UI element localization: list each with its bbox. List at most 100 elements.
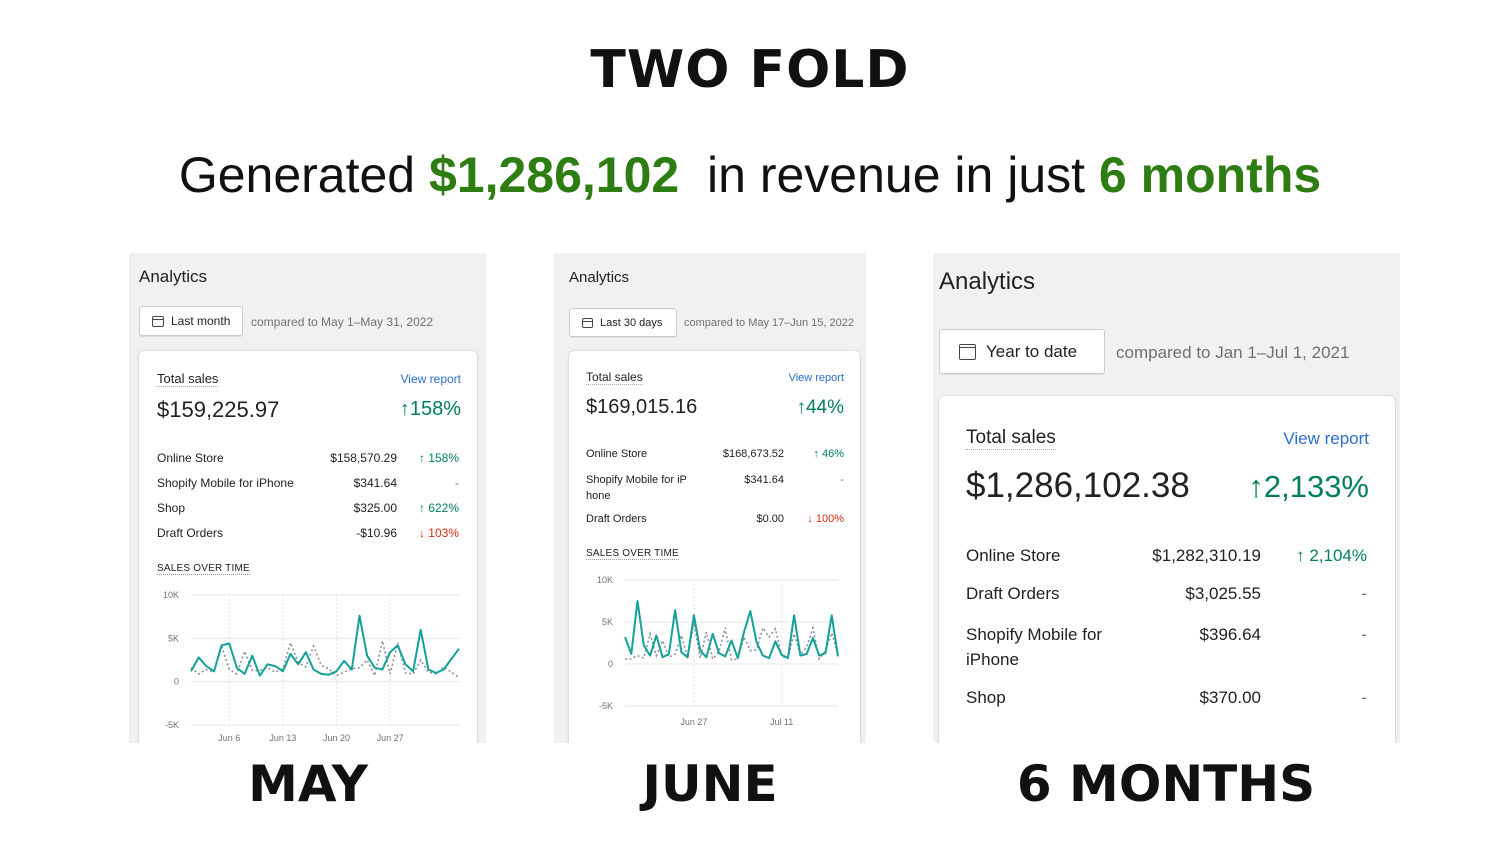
x-tick-label: Jun 27 bbox=[680, 717, 707, 727]
channel-change: ↑ 46% bbox=[813, 448, 844, 460]
y-tick-label: 10K bbox=[163, 590, 179, 600]
channel-name: Shopify Mobile for iP hone bbox=[586, 472, 687, 504]
channel-name: Draft Orders bbox=[157, 526, 224, 540]
y-tick-label: -5K bbox=[599, 701, 613, 711]
total-sales-label: Total sales bbox=[586, 370, 643, 385]
channel-amount: $1,282,310.19 bbox=[1152, 546, 1261, 565]
x-tick-label: Jul 11 bbox=[770, 717, 793, 727]
sales-over-time-chart: 10K 5K 0 -5K Jun 6 Jun 13 Jun 20 Jun 27 bbox=[163, 590, 460, 743]
panel-title: Analytics bbox=[139, 267, 208, 286]
compared-text: compared to Jan 1–Jul 1, 2021 bbox=[1116, 343, 1350, 362]
channel-amount: $370.00 bbox=[1199, 688, 1261, 707]
calendar-icon bbox=[959, 343, 976, 360]
caption-6-months: 6 MONTHS bbox=[1016, 755, 1316, 813]
date-range-button[interactable]: Year to date bbox=[939, 329, 1105, 374]
total-sales-change: ↑44% bbox=[796, 397, 844, 418]
x-tick-label: Jun 6 bbox=[218, 733, 240, 743]
channel-name-line-1: Shopify Mobile for iP bbox=[586, 474, 687, 486]
x-tick-label: Jun 20 bbox=[323, 733, 350, 743]
total-sales-card: Total sales View report $169,015.16 ↑44%… bbox=[569, 351, 860, 743]
channel-name: Shopify Mobile for iPhone bbox=[157, 476, 294, 490]
date-range-label: Last 30 days bbox=[600, 316, 663, 329]
channel-change: ↑ 622% bbox=[418, 501, 459, 515]
channel-change: - bbox=[455, 476, 459, 490]
channel-change: - bbox=[1361, 625, 1367, 644]
analytics-panel-6-months: Analytics Year to date compared to Jan 1… bbox=[933, 253, 1400, 743]
channel-name: Online Store bbox=[586, 448, 648, 460]
date-range-label: Year to date bbox=[986, 341, 1078, 361]
y-tick-label: 5K bbox=[168, 633, 179, 643]
channel-name: Shopify Mobile for iPhone bbox=[966, 622, 1102, 672]
revenue-period: 6 months bbox=[1098, 147, 1322, 203]
channel-amount: $158,570.29 bbox=[330, 451, 397, 465]
sales-over-time-label: SALES OVER TIME bbox=[157, 563, 250, 575]
analytics-panel-june: Analytics Last 30 days compared to May 1… bbox=[554, 253, 866, 743]
channel-amount: $341.64 bbox=[744, 474, 784, 486]
channel-amount: $0.00 bbox=[756, 513, 784, 525]
x-tick-label: Jun 13 bbox=[269, 733, 296, 743]
view-report-link[interactable]: View report bbox=[788, 372, 844, 384]
sales-over-time-label: SALES OVER TIME bbox=[586, 548, 679, 560]
previous-period-line bbox=[190, 640, 460, 679]
previous-period-line bbox=[625, 622, 839, 661]
channel-name: Online Store bbox=[966, 546, 1061, 565]
y-tick-label: 0 bbox=[174, 677, 179, 687]
caption-june: JUNE bbox=[642, 755, 778, 813]
channel-name: Online Store bbox=[157, 451, 224, 465]
channel-change: - bbox=[1361, 688, 1367, 707]
subline-pre: Generated bbox=[178, 147, 429, 203]
date-range-button[interactable]: Last month bbox=[139, 306, 243, 336]
channel-change: ↓ 100% bbox=[807, 513, 844, 525]
y-tick-label: 0 bbox=[608, 659, 613, 669]
y-tick-label: -5K bbox=[165, 720, 179, 730]
total-sales-card: Total sales View report $159,225.97 ↑158… bbox=[139, 351, 477, 743]
channel-change: - bbox=[1361, 584, 1367, 603]
calendar-icon bbox=[582, 317, 593, 328]
channel-change: ↑ 158% bbox=[418, 451, 459, 465]
total-sales-value: $169,015.16 bbox=[586, 396, 698, 418]
x-tick-label: Jun 27 bbox=[377, 733, 404, 743]
total-sales-label: Total sales bbox=[966, 427, 1056, 450]
channel-amount: -$10.96 bbox=[356, 526, 397, 540]
subline-mid: in revenue in just bbox=[679, 147, 1099, 203]
channel-amount: $168,673.52 bbox=[722, 448, 784, 460]
channel-amount: $325.00 bbox=[353, 501, 397, 515]
total-sales-label: Total sales bbox=[157, 371, 219, 387]
channel-name-line-1: Shopify Mobile for bbox=[966, 625, 1103, 644]
total-sales-card: Total sales View report $1,286,102.38 ↑2… bbox=[939, 396, 1395, 743]
channel-name-line-2: hone bbox=[586, 490, 611, 502]
channel-name: Draft Orders bbox=[586, 513, 647, 525]
total-sales-value: $1,286,102.38 bbox=[966, 466, 1190, 505]
current-period-line bbox=[624, 600, 839, 660]
channel-change: ↑ 2,104% bbox=[1296, 546, 1367, 565]
channel-name: Shop bbox=[157, 501, 186, 515]
channel-amount: $341.64 bbox=[353, 476, 397, 490]
revenue-amount: $1,286,102 bbox=[428, 147, 680, 203]
channel-change: - bbox=[840, 474, 844, 486]
current-period-line bbox=[190, 614, 460, 677]
date-range-button[interactable]: Last 30 days bbox=[569, 308, 677, 337]
calendar-icon bbox=[152, 315, 164, 327]
channel-name-line-2: iPhone bbox=[966, 650, 1019, 669]
total-sales-change: ↑158% bbox=[399, 398, 461, 420]
sales-over-time-chart: 10K 5K 0 -5K Jun 27 Jul 11 bbox=[597, 575, 839, 727]
y-tick-label: 10K bbox=[597, 575, 613, 585]
y-tick-label: 5K bbox=[602, 617, 613, 627]
channel-change: ↓ 103% bbox=[418, 526, 459, 540]
channel-amount: $396.64 bbox=[1199, 625, 1261, 644]
total-sales-change: ↑2,133% bbox=[1248, 469, 1369, 504]
compared-text: compared to May 17–Jun 15, 2022 bbox=[684, 317, 855, 329]
total-sales-value: $159,225.97 bbox=[157, 397, 280, 422]
view-report-link[interactable]: View report bbox=[400, 372, 461, 386]
date-range-label: Last month bbox=[171, 314, 231, 328]
channel-name: Draft Orders bbox=[966, 584, 1060, 603]
view-report-link[interactable]: View report bbox=[1283, 429, 1369, 448]
panel-title: Analytics bbox=[569, 269, 630, 286]
headline: TWO FOLD bbox=[590, 40, 910, 100]
channel-amount: $3,025.55 bbox=[1185, 584, 1261, 603]
revenue-subline: Generated $1,286,102 in revenue in just … bbox=[0, 146, 1500, 204]
analytics-panel-may: Analytics Last month compared to May 1–M… bbox=[129, 253, 486, 743]
compared-text: compared to May 1–May 31, 2022 bbox=[251, 315, 434, 329]
caption-may: MAY bbox=[248, 755, 368, 813]
panel-title: Analytics bbox=[939, 268, 1036, 295]
